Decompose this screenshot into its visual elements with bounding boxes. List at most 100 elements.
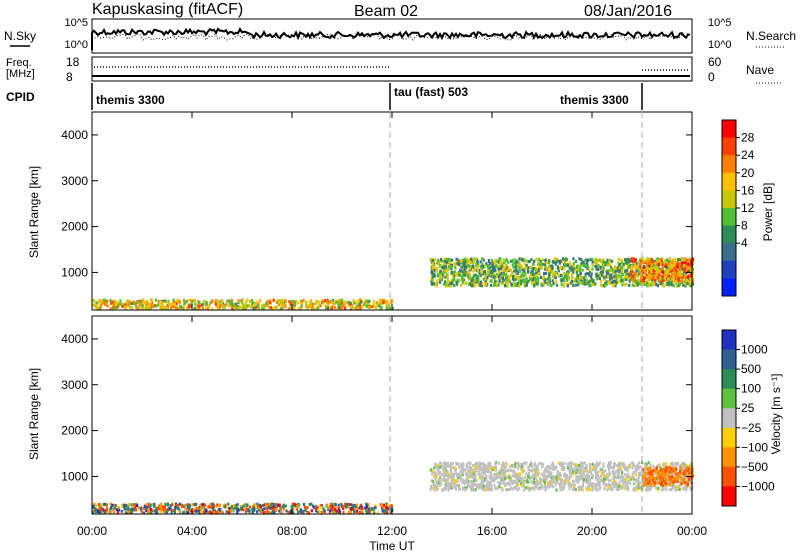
power-cell xyxy=(505,265,508,269)
velocity-cell xyxy=(451,484,454,488)
velocity-cell xyxy=(436,464,440,467)
velocity-cell xyxy=(133,508,136,512)
velocity-cell xyxy=(595,474,598,478)
velocity-cell xyxy=(660,488,663,492)
power-cell xyxy=(567,282,570,286)
power-cell xyxy=(670,275,673,278)
velocity-cell xyxy=(609,465,612,469)
power-cell xyxy=(620,277,623,281)
power-cell xyxy=(529,274,532,278)
velocity-cell xyxy=(642,472,645,476)
power-cell xyxy=(217,307,220,311)
power-cell xyxy=(659,262,663,266)
power-cell xyxy=(358,306,361,310)
power-cell xyxy=(523,271,526,275)
power-cell xyxy=(440,278,443,282)
velocity-cell xyxy=(487,480,490,484)
power-cell xyxy=(211,300,214,304)
power-cell xyxy=(350,304,353,308)
velocity-cell xyxy=(595,477,598,481)
power-cell xyxy=(312,307,315,311)
power-cell xyxy=(555,257,558,261)
power-cell xyxy=(537,278,540,282)
velocity-cell xyxy=(435,479,438,483)
power-cell xyxy=(564,259,567,263)
velocity-cell xyxy=(674,486,677,490)
power-cell xyxy=(518,282,521,286)
velocity-cell xyxy=(451,462,454,466)
power-cell xyxy=(248,300,252,304)
velocity-cell xyxy=(545,484,548,488)
velocity-cell xyxy=(501,487,504,491)
velocity-cell xyxy=(365,507,368,511)
velocity-cell xyxy=(486,485,489,489)
power-cell xyxy=(513,265,516,269)
power-cell xyxy=(633,277,636,280)
power-cell xyxy=(542,275,546,279)
power-cell xyxy=(688,258,691,262)
velocity-cell xyxy=(293,502,296,506)
power-cell xyxy=(310,302,314,306)
velocity-cell xyxy=(620,474,623,477)
velocity-cell xyxy=(445,485,448,489)
velocity-cell xyxy=(586,485,590,489)
velocity-cell xyxy=(471,475,474,478)
power-cell xyxy=(450,267,453,271)
power-cell xyxy=(382,298,385,302)
velocity-cell xyxy=(520,463,523,467)
velocity-cell xyxy=(354,505,357,509)
velocity-cell xyxy=(459,478,462,482)
velocity-cell xyxy=(622,479,626,483)
power-cell xyxy=(621,283,624,287)
power-cell xyxy=(663,262,666,266)
velocity-cell xyxy=(350,507,353,511)
power-cell xyxy=(484,282,487,286)
power-cell xyxy=(437,272,440,276)
power-cell xyxy=(161,306,164,310)
velocity-cell xyxy=(488,482,491,486)
velocity-cell xyxy=(581,475,584,479)
power-cell xyxy=(508,280,511,284)
velocity-cell xyxy=(207,505,210,509)
velocity-cell xyxy=(468,475,471,479)
power-cell xyxy=(676,277,679,281)
velocity-cell xyxy=(549,466,552,470)
power-cell xyxy=(638,271,641,275)
velocity-cell xyxy=(504,465,507,469)
velocity-cell xyxy=(506,488,509,491)
power-cell xyxy=(475,262,478,266)
power-cell xyxy=(548,280,551,284)
power-cell xyxy=(563,281,566,285)
power-cell xyxy=(667,280,671,284)
power-cell xyxy=(673,267,676,271)
power-cell xyxy=(482,277,485,281)
velocity-cell xyxy=(685,468,688,472)
power-cell xyxy=(453,284,456,288)
x-tick-label: 16:00 xyxy=(477,524,507,538)
velocity-cell xyxy=(618,468,621,472)
power-cell xyxy=(577,283,580,287)
power-cell xyxy=(684,257,687,261)
velocity-cell xyxy=(462,487,465,491)
power-cell xyxy=(578,266,581,270)
power-cell xyxy=(522,274,525,278)
velocity-cell xyxy=(251,509,254,513)
power-cell xyxy=(500,265,503,269)
power-cell xyxy=(242,306,245,310)
velocity-cell xyxy=(516,461,519,465)
colorbar-swatch xyxy=(722,155,736,174)
power-cell xyxy=(688,267,692,271)
power-cell xyxy=(261,305,264,308)
velocity-cell xyxy=(498,472,502,476)
power-cell xyxy=(507,260,510,264)
power-cell xyxy=(460,269,463,273)
power-cell xyxy=(430,257,433,261)
velocity-cell xyxy=(508,488,511,491)
power-cell xyxy=(139,300,142,304)
velocity-cell xyxy=(672,469,675,473)
power-cell xyxy=(595,262,598,265)
velocity-cell xyxy=(291,504,294,508)
velocity-cell xyxy=(576,478,579,481)
velocity-cell xyxy=(275,503,278,506)
velocity-cell xyxy=(509,486,512,490)
